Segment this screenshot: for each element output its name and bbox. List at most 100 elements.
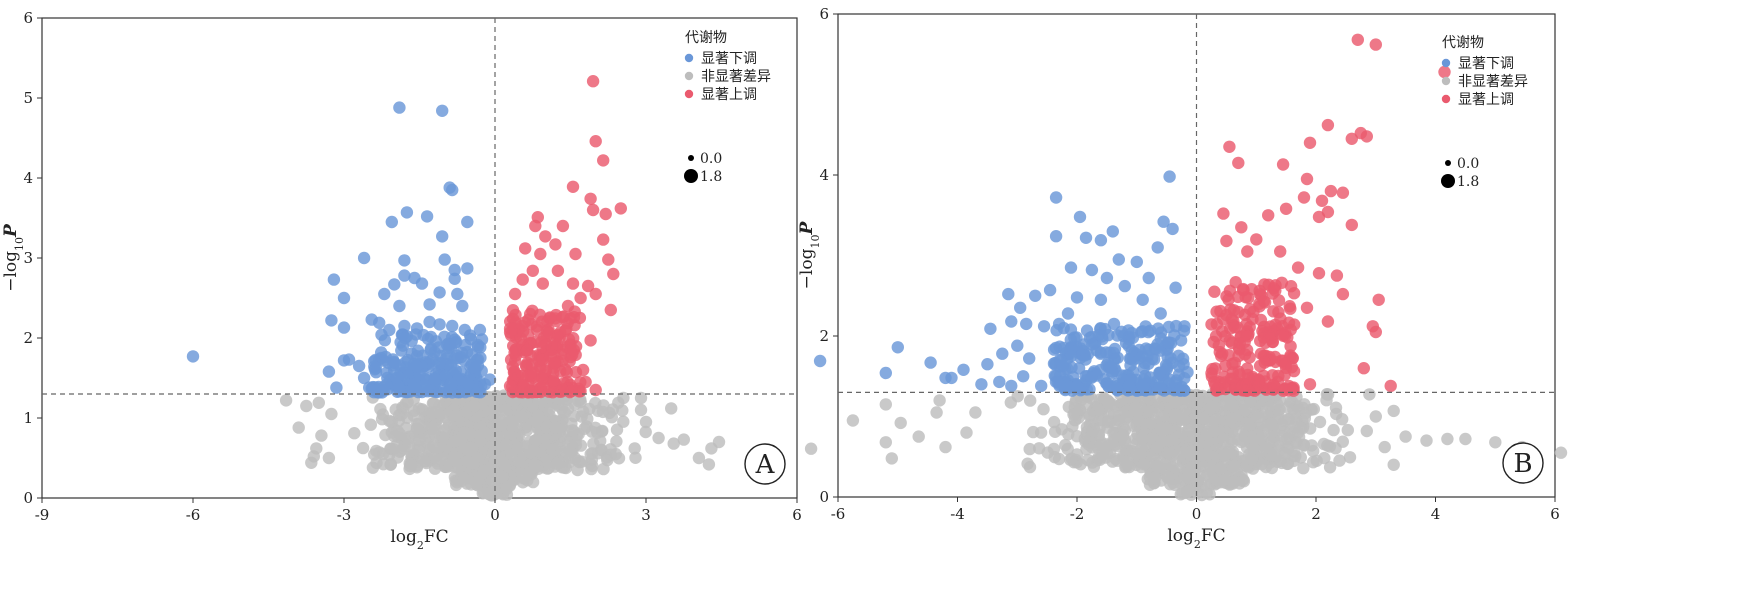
data-point <box>589 421 602 434</box>
y-tick-label: 5 <box>23 89 33 107</box>
data-point <box>1241 330 1255 343</box>
data-point <box>523 444 537 457</box>
data-point <box>378 383 391 397</box>
series-down <box>186 101 497 399</box>
data-point <box>517 381 530 394</box>
size-legend-marker <box>684 169 698 183</box>
data-point <box>503 326 517 339</box>
data-point <box>1052 317 1066 331</box>
x-tick-label: -9 <box>35 506 50 524</box>
data-point <box>1083 409 1096 423</box>
data-point <box>1259 441 1273 454</box>
y-tick-label: 6 <box>23 9 33 27</box>
series-down <box>813 170 1194 397</box>
data-point <box>1209 362 1222 375</box>
legend-entry: 非显著差异 <box>701 69 771 85</box>
data-point <box>607 267 620 281</box>
data-point <box>1093 422 1106 435</box>
data-point <box>1182 484 1195 498</box>
data-point <box>1047 442 1061 456</box>
data-point <box>930 406 943 419</box>
data-point <box>1345 218 1359 232</box>
data-point <box>529 415 543 428</box>
legend-entry: 显著下调 <box>701 51 757 67</box>
data-point <box>393 299 406 313</box>
legend-entry: 非显著差异 <box>1458 74 1528 90</box>
data-point <box>1312 267 1326 280</box>
data-point <box>1163 447 1176 460</box>
data-point <box>1318 451 1331 465</box>
data-point <box>1343 451 1357 464</box>
data-point <box>1151 441 1164 454</box>
data-point <box>1151 241 1164 254</box>
panel-badge-label: A <box>755 450 776 480</box>
data-point <box>1232 156 1245 170</box>
size-legend-label: 1.8 <box>700 169 722 185</box>
data-point <box>312 396 325 409</box>
data-point <box>1132 414 1145 427</box>
data-point <box>1283 300 1296 313</box>
data-point <box>536 277 549 290</box>
data-point <box>1327 423 1340 437</box>
data-point <box>330 381 343 394</box>
data-point <box>539 230 552 243</box>
data-point <box>996 347 1009 360</box>
data-point <box>584 192 597 205</box>
data-point <box>1225 412 1239 425</box>
y-axis: 0 1 2 3 4 5 6 <box>23 9 42 507</box>
data-point <box>524 307 537 321</box>
legend-entry: 显著上调 <box>701 87 757 103</box>
data-point <box>499 403 512 417</box>
data-point <box>1277 384 1290 397</box>
data-point <box>912 430 925 443</box>
data-point <box>473 435 486 448</box>
data-point <box>1070 380 1084 393</box>
data-point <box>565 384 578 398</box>
data-point <box>418 454 431 468</box>
data-point <box>1220 234 1233 248</box>
data-point <box>1341 423 1355 437</box>
data-point <box>1037 403 1050 416</box>
data-point <box>505 448 518 462</box>
data-point <box>410 422 424 435</box>
data-point <box>534 247 547 261</box>
data-point <box>1303 136 1317 149</box>
data-point <box>1315 194 1329 207</box>
x-tick-label: 0 <box>490 506 500 524</box>
data-point <box>325 314 338 327</box>
data-point <box>400 206 414 219</box>
data-point <box>448 352 461 365</box>
data-point <box>634 403 648 417</box>
data-point <box>305 456 318 469</box>
data-point <box>566 180 580 193</box>
data-point <box>1219 359 1232 372</box>
data-point <box>1112 253 1126 266</box>
data-point <box>879 436 892 449</box>
data-point <box>1176 427 1189 440</box>
data-point <box>322 451 336 465</box>
data-point <box>677 433 690 446</box>
data-point <box>1204 402 1217 415</box>
data-point <box>508 287 522 301</box>
data-point <box>426 406 439 420</box>
data-point <box>702 458 716 471</box>
data-point <box>586 203 600 217</box>
data-point <box>1212 339 1226 352</box>
x-tick-label: 0 <box>1192 505 1202 523</box>
data-point <box>357 251 371 265</box>
x-tick-label: -6 <box>186 506 201 524</box>
data-point <box>1258 356 1271 369</box>
data-point <box>1100 271 1114 285</box>
data-point <box>398 269 411 282</box>
data-point <box>1094 234 1108 247</box>
x-axis: -9 -6 -3 0 3 6 <box>35 498 802 524</box>
data-point <box>1142 271 1155 285</box>
data-point <box>423 298 436 311</box>
data-point <box>586 459 599 473</box>
data-point <box>415 277 429 290</box>
data-point <box>1237 475 1251 488</box>
data-point <box>712 435 726 449</box>
data-point <box>1107 317 1121 331</box>
data-point <box>1228 459 1241 473</box>
data-point <box>1079 231 1093 244</box>
